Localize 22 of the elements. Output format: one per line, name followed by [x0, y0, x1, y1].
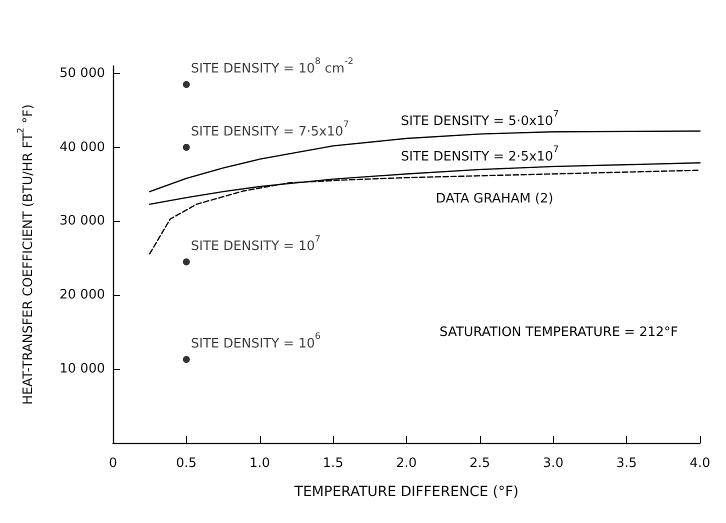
y-tick-label: 50 000 — [60, 66, 105, 81]
y-axis-title: HEAT-TRANSFER COEFFICIENT (BTU/HR FT2 °F) — [16, 104, 36, 405]
y-tick-label: 20 000 — [60, 288, 105, 303]
x-tick-label: 3.5 — [616, 456, 637, 471]
annotation: SATURATION TEMPERATURE = 212°F — [439, 325, 678, 340]
y-tick-label: 10 000 — [60, 362, 105, 377]
x-tick-label: 3.0 — [542, 456, 564, 471]
point — [182, 356, 190, 363]
y-tick-label: 30 000 — [60, 214, 105, 229]
x-tick-label: 2.0 — [396, 456, 417, 471]
x-tick-label: 1.5 — [322, 456, 344, 471]
point — [182, 144, 190, 151]
x-tick-label: 0 — [108, 456, 118, 471]
x-axis-title: TEMPERATURE DIFFERENCE (°F) — [293, 484, 519, 500]
point — [182, 80, 190, 88]
x-tick-label: 0.5 — [176, 456, 197, 471]
x-tick-label: 1.0 — [249, 456, 270, 471]
y-tick-label: 40 000 — [60, 140, 105, 155]
x-tick-label: 2.5 — [470, 456, 490, 471]
x-tick-label: 4.0 — [690, 456, 710, 471]
point — [182, 258, 190, 266]
series-label: DATA GRAHAM (2) — [436, 191, 554, 206]
